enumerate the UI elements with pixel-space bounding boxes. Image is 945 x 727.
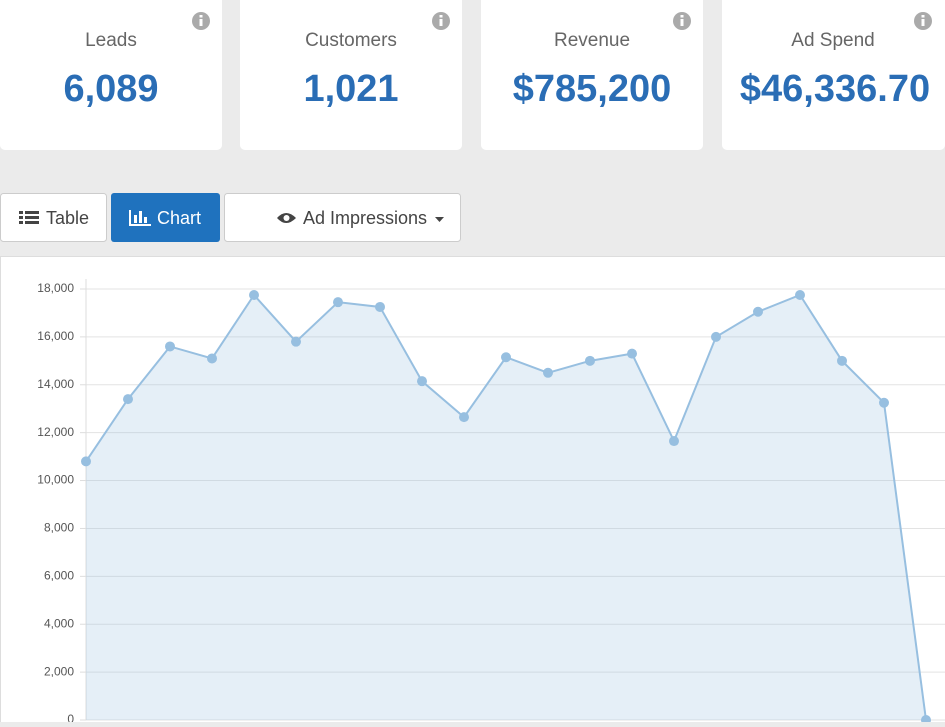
card-label: Leads — [85, 30, 137, 51]
point — [627, 349, 637, 359]
y-tick-label: 2,000 — [44, 664, 74, 678]
point — [417, 376, 427, 386]
point — [501, 352, 511, 362]
cards: Leads 6,089 Customers 1,021 Revenue $785… — [0, 0, 945, 150]
chart-label: Chart — [157, 208, 201, 228]
card-value: $785,200 — [513, 68, 672, 110]
point — [333, 297, 343, 307]
point — [207, 353, 217, 363]
point — [837, 356, 847, 366]
y-tick-label: 12,000 — [37, 425, 74, 439]
card-label: Customers — [305, 30, 397, 51]
card-label: Revenue — [554, 30, 630, 51]
point — [795, 290, 805, 300]
card-value: 1,021 — [303, 68, 398, 110]
point — [249, 290, 259, 300]
y-tick-label: 6,000 — [44, 569, 74, 583]
table-icon — [19, 211, 39, 224]
table-label: Table — [46, 208, 89, 228]
card-value: $46,336.70 — [740, 68, 930, 110]
point — [543, 368, 553, 378]
y-tick-label: 4,000 — [44, 616, 74, 630]
metric-label: Ad Impressions — [303, 208, 427, 228]
point — [375, 302, 385, 312]
tabs: Table Chart Ad Impressions — [1, 193, 461, 242]
y-tick-label: 0 — [67, 712, 74, 722]
point — [753, 307, 763, 317]
y-tick-label: 18,000 — [37, 281, 74, 295]
point — [291, 337, 301, 347]
eye-pupil — [284, 215, 290, 221]
point — [123, 394, 133, 404]
y-tick-label: 8,000 — [44, 521, 74, 535]
point — [81, 456, 91, 466]
y-tick-label: 14,000 — [37, 377, 74, 391]
point — [711, 332, 721, 342]
point — [165, 341, 175, 351]
point — [879, 398, 889, 408]
card-label: Ad Spend — [791, 30, 874, 51]
point — [585, 356, 595, 366]
point — [459, 412, 469, 422]
point — [669, 436, 679, 446]
y-tick-label: 10,000 — [37, 473, 74, 487]
card-value: 6,089 — [63, 68, 158, 110]
y-tick-label: 16,000 — [37, 329, 74, 343]
